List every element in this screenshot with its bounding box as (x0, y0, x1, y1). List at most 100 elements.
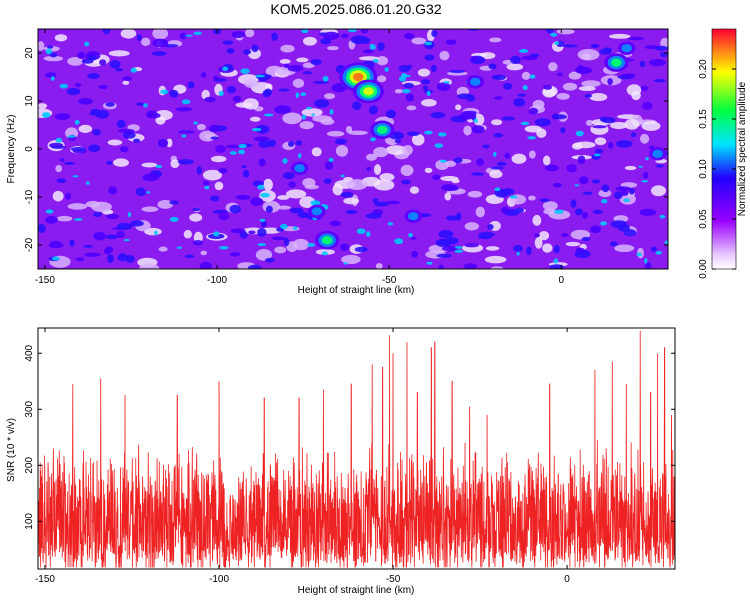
heatmap-mid-patch (584, 93, 593, 98)
heatmap-mid-patch (438, 264, 444, 269)
heatmap-mid-patch (623, 229, 637, 237)
heatmap-mid-patch (208, 124, 220, 133)
heatmap-mid-patch (449, 69, 466, 73)
heatmap-mid-patch (59, 158, 65, 162)
heatmap-mid-patch (242, 169, 250, 178)
colorbar-tick-label: 0.15 (698, 109, 709, 129)
heatmap-y-tick-label: 10 (24, 95, 35, 107)
heatmap-mid-patch (627, 36, 645, 41)
heatmap-low-patch (548, 62, 558, 72)
heatmap-low-patch (141, 206, 159, 212)
heatmap-low-patch (189, 213, 203, 222)
heatmap-mid-patch (115, 67, 124, 72)
heatmap-mid-patch (385, 109, 397, 119)
heatmap-mid-patch (202, 180, 210, 186)
heatmap-high-patch (659, 214, 666, 219)
heatmap-mid-patch (289, 207, 304, 214)
heatmap-low-patch (311, 147, 322, 157)
heatmap-mid-patch (241, 165, 247, 169)
heatmap-low-patch (650, 185, 667, 197)
figure-title: KOM5.2025.086.01.20.G32 (270, 1, 441, 17)
heatmap-low-patch (249, 116, 261, 122)
heatmap-low-patch (301, 108, 323, 117)
heatmap-mid-patch (116, 119, 126, 128)
heatmap-low-patch (562, 82, 578, 91)
heatmap-mid-patch (218, 167, 228, 174)
heatmap-low-patch (484, 255, 507, 264)
heatmap-high-patch (50, 76, 55, 81)
heatmap-mid-patch (431, 30, 438, 37)
heatmap-mid-patch (287, 141, 295, 147)
heatmap-low-patch (400, 164, 414, 177)
heatmap-mid-patch (436, 82, 451, 91)
heatmap-high-patch (623, 198, 630, 203)
heatmap-low-patch (335, 145, 349, 157)
heatmap-mid-patch (615, 140, 633, 148)
heatmap-low-patch (528, 150, 536, 159)
heatmap-high-patch (257, 243, 267, 246)
heatmap-mid-patch (200, 72, 207, 78)
heatmap-low-patch (366, 153, 378, 161)
heatmap-mid-patch (608, 142, 614, 149)
heatmap-mid-patch (258, 158, 266, 167)
heatmap-mid-patch (591, 179, 601, 184)
heatmap-low-patch (538, 230, 550, 241)
heatmap-mid-patch (105, 213, 120, 219)
heatmap-high-patch (259, 218, 266, 223)
heatmap-mid-patch (422, 85, 429, 91)
heatmap-mid-patch (133, 138, 141, 143)
heatmap-mid-patch (471, 172, 484, 176)
heatmap-low-patch (152, 29, 169, 40)
heatmap-low-patch (255, 249, 273, 261)
heatmap-mid-patch (247, 264, 262, 269)
heatmap-mid-patch (69, 239, 75, 247)
heatmap-low-patch (299, 196, 316, 209)
heatmap-high-patch (369, 45, 376, 50)
heatmap-mid-patch (640, 85, 649, 91)
heatmap-mid-patch (543, 84, 553, 90)
heatmap-mid-patch (594, 148, 603, 154)
heatmap-high-patch (185, 34, 193, 37)
heatmap-mid-patch (93, 212, 102, 218)
heatmap-mid-patch (169, 200, 179, 205)
heatmap-mid-patch (552, 114, 567, 120)
heatmap-high-patch (454, 246, 463, 249)
heatmap-low-patch (571, 142, 583, 150)
heatmap-low-patch (107, 139, 123, 146)
heatmap-high-patch (280, 223, 288, 230)
snr-frame (37, 327, 676, 570)
snr-y-tick-label: 400 (24, 344, 35, 361)
heatmap-mid-patch (231, 31, 246, 38)
heatmap-mid-patch (599, 116, 608, 122)
heatmap-low-patch (78, 124, 93, 134)
heatmap-high-patch (529, 74, 536, 79)
heatmap-mid-patch (146, 110, 158, 117)
heatmap-high-patch (84, 41, 90, 47)
heatmap-high-patch (143, 103, 148, 108)
heatmap-low-patch (183, 230, 192, 239)
heatmap-mid-patch (464, 243, 480, 248)
heatmap-high-patch (328, 157, 334, 162)
heatmap-mid-patch (601, 184, 610, 193)
heatmap-mid-patch (38, 224, 46, 233)
heatmap-high-patch (434, 143, 444, 148)
heatmap-mid-patch (268, 139, 277, 148)
heatmap-low-patch (532, 214, 542, 226)
heatmap-mid-patch (501, 206, 510, 214)
heatmap-mid-patch (250, 197, 264, 206)
heatmap-mid-patch (526, 246, 532, 256)
heatmap-peaks (215, 41, 667, 250)
heatmap-mid-patch (56, 178, 67, 184)
heatmap-mid-patch (287, 65, 304, 72)
heatmap-high-patch (240, 68, 250, 75)
heatmap-x-tick-label: -100 (207, 275, 227, 286)
heatmap-low-patch (542, 155, 551, 166)
heatmap-low-patch (445, 160, 457, 167)
heatmap-low-patch (556, 93, 570, 100)
colorbar-label: Normalized spectral amplitude (737, 81, 748, 216)
heatmap-low-patch (556, 29, 575, 35)
heatmap-mid-patch (324, 161, 334, 170)
colorbar-tick-label: 0.05 (698, 209, 709, 229)
heatmap-low-patch (326, 130, 345, 137)
heatmap-mid-patch (359, 37, 371, 44)
